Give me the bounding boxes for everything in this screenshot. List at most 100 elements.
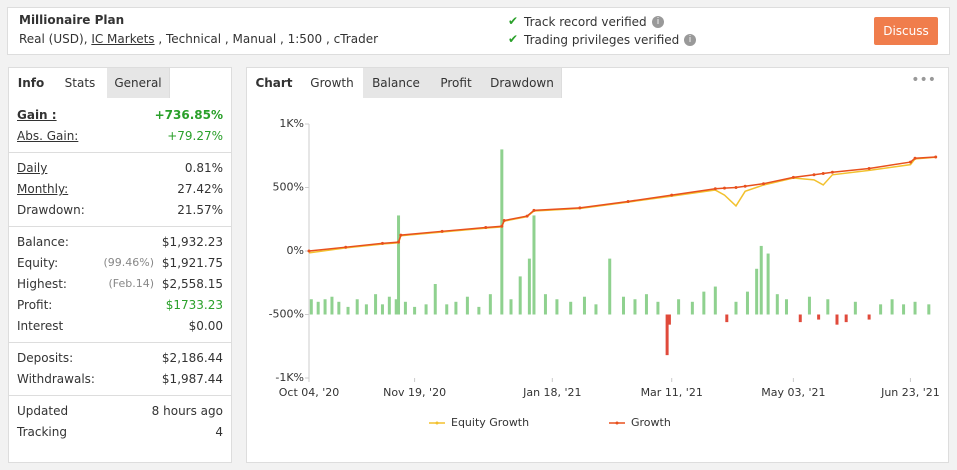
tab[interactable]: Stats <box>53 68 108 98</box>
stat-value: $1,921.75 <box>161 256 223 270</box>
title: Millionaire Plan <box>19 13 125 27</box>
bar <box>755 268 759 315</box>
tab[interactable]: Balance <box>363 68 430 98</box>
point <box>830 170 834 174</box>
separator <box>9 152 231 153</box>
point <box>344 245 348 249</box>
broker-link[interactable]: IC Markets <box>91 32 155 46</box>
stat-value: $1,932.23 <box>161 235 223 249</box>
bar <box>445 304 449 315</box>
tab[interactable]: Growth <box>301 68 364 98</box>
bar <box>784 299 788 315</box>
stat-value: 4 <box>215 425 223 439</box>
point <box>934 155 938 159</box>
point <box>307 249 311 253</box>
bar <box>477 306 481 315</box>
stat-label: Daily <box>17 161 48 175</box>
point <box>812 173 816 177</box>
tab[interactable]: Profit <box>429 68 484 98</box>
menu-icon[interactable]: ••• <box>911 72 936 88</box>
bar <box>644 294 648 315</box>
discuss-button[interactable]: Discuss <box>874 17 938 45</box>
bar <box>465 296 469 315</box>
point <box>502 219 506 223</box>
stat-value: +79.27% <box>167 129 223 143</box>
tab[interactable]: General <box>107 68 170 98</box>
stats-panel: Info Stats General Gain : +736.85% Abs. Gain:… <box>8 67 232 463</box>
bar <box>582 296 586 315</box>
bar <box>633 299 637 315</box>
point <box>380 241 384 245</box>
bar <box>775 294 779 315</box>
bar <box>337 301 341 315</box>
point <box>578 206 582 210</box>
info-icon[interactable]: i <box>684 34 696 46</box>
bar <box>394 299 398 315</box>
stat-label: Drawdown: <box>17 203 85 217</box>
bar <box>488 294 492 315</box>
bar <box>759 245 763 315</box>
bar <box>913 301 917 315</box>
bar <box>433 284 437 315</box>
bar <box>569 301 573 315</box>
point <box>762 182 766 186</box>
stat-label: Equity: <box>17 256 59 270</box>
point <box>626 199 630 203</box>
stat-label: Profit: <box>17 298 53 312</box>
subtitle: Real (USD), IC Markets , Technical , Man… <box>19 32 378 46</box>
point <box>500 224 504 228</box>
stat-value: 8 hours ago <box>151 404 223 418</box>
bar <box>807 296 811 315</box>
x-tick-label: Jun 23, '21 <box>880 386 940 399</box>
bar <box>403 301 407 315</box>
point <box>713 187 717 191</box>
bar <box>387 296 391 315</box>
legend-label: Growth <box>631 416 671 429</box>
info-icon[interactable]: i <box>652 16 664 28</box>
bar <box>323 299 327 315</box>
separator <box>9 342 231 343</box>
bar <box>702 291 706 315</box>
x-tick-label: May 03, '21 <box>761 386 825 399</box>
point <box>532 208 536 212</box>
bar <box>364 304 368 315</box>
bar <box>927 304 931 315</box>
header: Millionaire Plan Real (USD), IC Markets … <box>7 7 950 55</box>
stat-value: 21.57% <box>177 203 223 217</box>
bar <box>316 301 320 315</box>
bar <box>527 258 531 315</box>
point <box>743 184 747 188</box>
bar <box>690 301 694 315</box>
stat-label: Withdrawals: <box>17 372 95 386</box>
tab[interactable]: Info <box>9 68 54 98</box>
bar <box>608 258 612 315</box>
bar <box>346 306 350 315</box>
bar <box>500 149 504 315</box>
stat-label: Deposits: <box>17 351 74 365</box>
point <box>734 186 738 189</box>
line <box>308 156 936 252</box>
bar <box>509 299 513 315</box>
point <box>484 226 488 230</box>
stat-label: Gain : <box>17 108 57 122</box>
bar <box>890 299 894 315</box>
chart: 1K% 500% 0% -500% -1K% Oct 04, '20 Nov 19, '20… <box>269 117 940 429</box>
stat-value: +736.85% <box>154 108 223 122</box>
bar <box>835 314 839 325</box>
bar <box>677 299 681 315</box>
verified-text: Trading privileges verified <box>524 33 680 47</box>
y-tick-label: -1K% <box>275 371 304 384</box>
bar <box>766 253 770 315</box>
tab[interactable]: Drawdown <box>483 68 562 98</box>
bar <box>555 299 559 315</box>
stat-value: 0.81% <box>184 161 223 175</box>
x-tick-label: Jan 18, '21 <box>522 386 581 399</box>
stat-value: $2,186.44 <box>161 351 223 365</box>
stat-value: $1733.23 <box>165 298 223 312</box>
bar <box>330 296 334 315</box>
stat-label: Tracking <box>17 425 67 439</box>
legend-label: Equity Growth <box>451 416 529 429</box>
verified-text: Track record verified <box>524 15 647 29</box>
separator <box>9 226 231 227</box>
